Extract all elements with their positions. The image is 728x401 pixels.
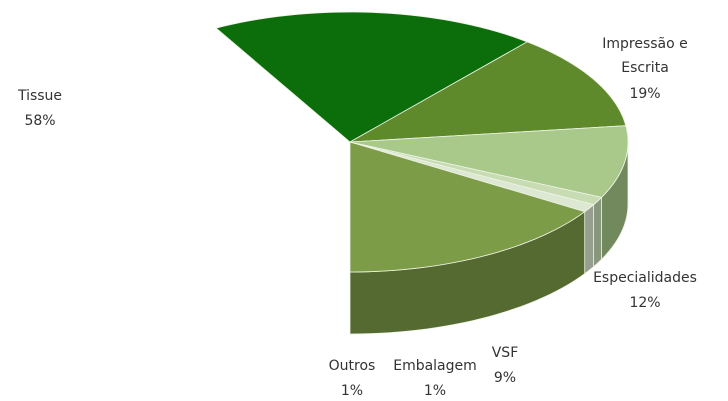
slice-label-line: Impressão e <box>602 36 688 52</box>
slice-value-label: 1% <box>341 383 363 399</box>
pie-side <box>584 203 595 275</box>
pie-slice <box>215 11 529 143</box>
slice-label: Tissue <box>17 88 62 104</box>
slice-label: Embalagem <box>393 358 477 374</box>
slice-value-label: 58% <box>24 113 55 129</box>
slice-value-label: 9% <box>494 370 516 386</box>
slice-value-label: 19% <box>629 86 660 102</box>
slice-label: Especialidades <box>593 270 697 286</box>
slice-label: Impressão e Escrita <box>602 36 688 76</box>
pie-side <box>593 196 602 268</box>
slice-value-label: 1% <box>424 383 446 399</box>
pie-slice <box>349 41 627 143</box>
slice-value-label: 12% <box>629 295 660 311</box>
pie-slice <box>349 141 595 213</box>
slice-label: Outros <box>329 358 376 374</box>
pie-slice <box>349 125 629 198</box>
slice-label: VSF <box>492 345 519 361</box>
slice-label-line: Escrita <box>621 60 669 76</box>
